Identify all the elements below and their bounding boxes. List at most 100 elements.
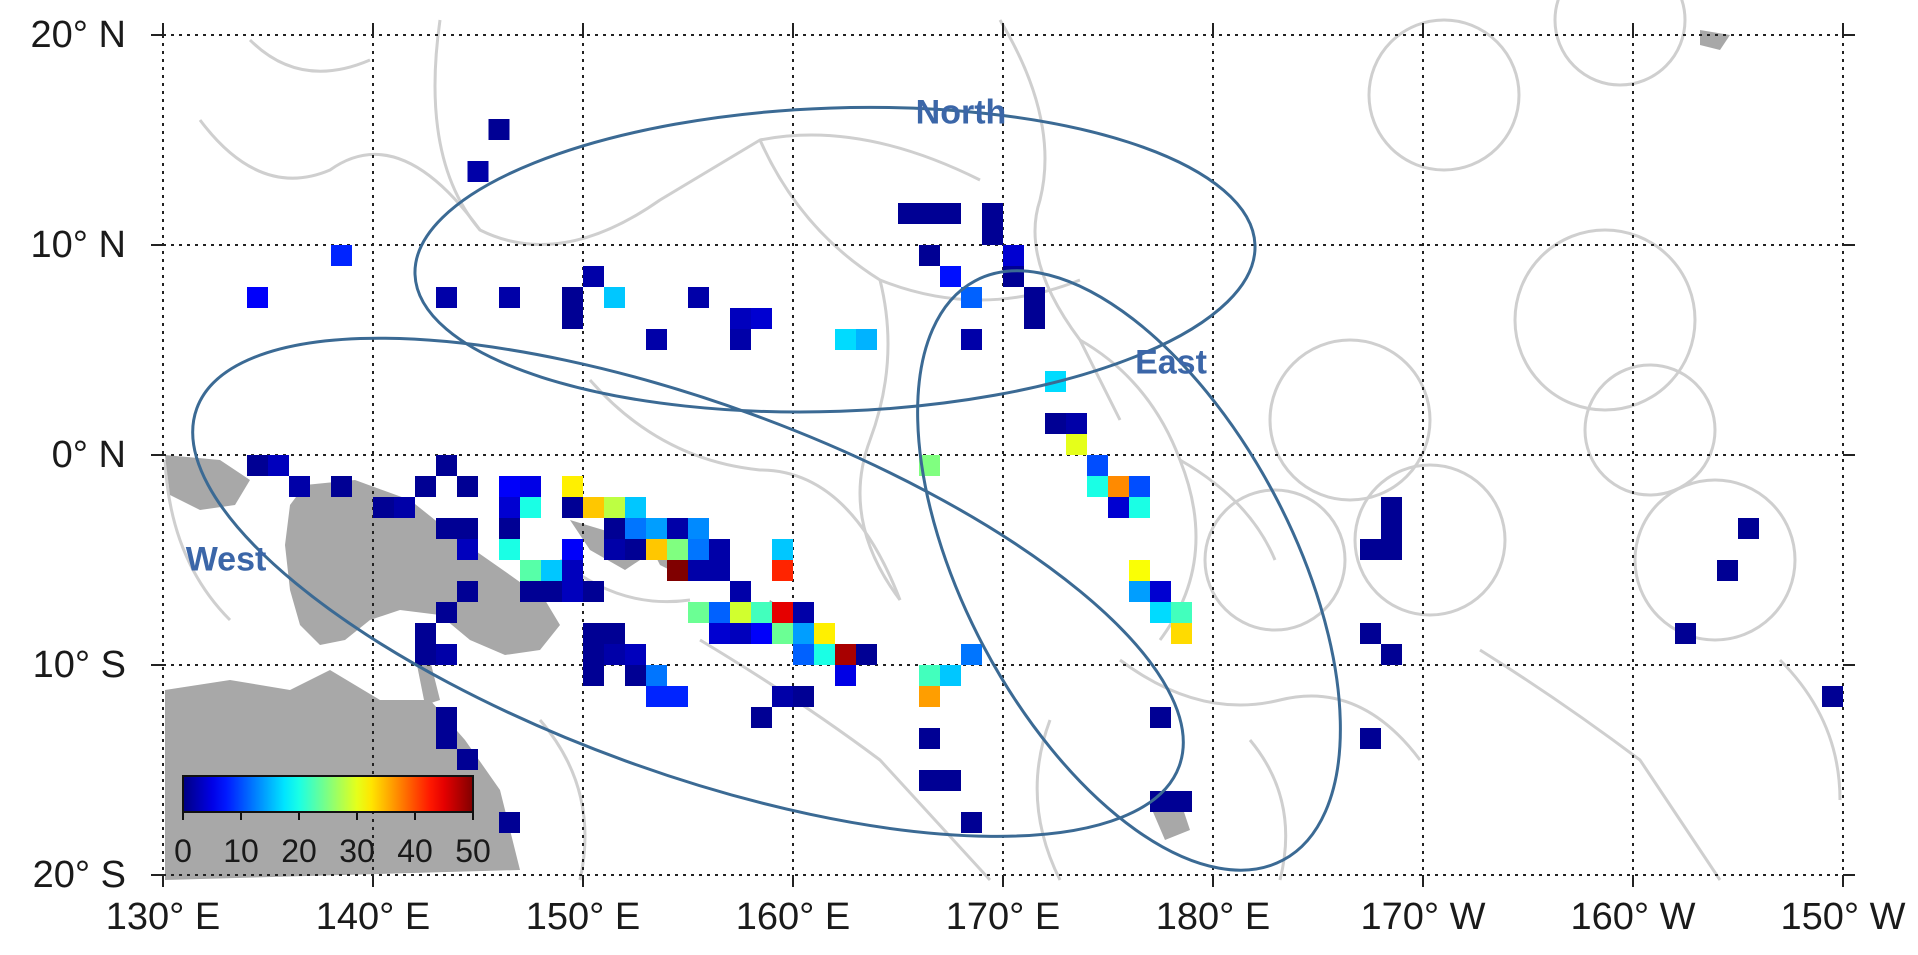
observation-cell <box>604 623 625 644</box>
colorbar-tick-20: 20 <box>281 833 317 869</box>
observation-cell <box>520 560 541 581</box>
observation-cell <box>1717 560 1738 581</box>
observation-cell <box>583 644 604 665</box>
observation-cell <box>1150 707 1171 728</box>
observation-cell <box>814 623 835 644</box>
observation-cell <box>898 203 919 224</box>
observation-cell <box>730 602 751 623</box>
observation-cell <box>772 539 793 560</box>
region-outlines <box>191 105 1342 872</box>
observation-cell <box>646 518 667 539</box>
observation-cell <box>751 623 772 644</box>
observation-cell <box>604 539 625 560</box>
observation-cell <box>457 749 478 770</box>
observation-cell <box>499 476 520 497</box>
lon-label-150w: 150° W <box>1780 896 1906 938</box>
observation-cell <box>940 266 961 287</box>
region-ellipse-west <box>191 336 1185 838</box>
observation-cell <box>331 245 352 266</box>
observation-cell <box>1087 455 1108 476</box>
observation-cell <box>625 518 646 539</box>
observation-cell <box>1381 539 1402 560</box>
observation-cell <box>1129 560 1150 581</box>
observation-cell <box>919 455 940 476</box>
observation-cell <box>436 518 457 539</box>
lon-label-180e: 180° E <box>1155 896 1271 938</box>
observation-cell <box>467 161 489 182</box>
observation-cell <box>1066 413 1087 434</box>
observation-cell <box>1171 623 1192 644</box>
observation-cell <box>919 245 940 266</box>
observation-cell <box>520 581 541 602</box>
observation-cell <box>625 644 646 665</box>
observation-cell <box>562 560 583 581</box>
observation-cell <box>667 560 688 581</box>
observation-cell <box>457 518 478 539</box>
observation-cell <box>457 476 478 497</box>
lon-label-160e: 160° E <box>735 896 851 938</box>
observation-cell <box>625 497 646 518</box>
colorbar-tick-30: 30 <box>339 833 375 869</box>
observation-cell <box>751 308 772 329</box>
observation-cell <box>688 602 709 623</box>
observation-cell <box>646 686 667 707</box>
observation-cell <box>436 287 457 308</box>
observation-cell <box>961 812 982 833</box>
region-label-west: West <box>185 540 267 579</box>
observation-cell <box>436 707 457 728</box>
observation-cell <box>667 539 688 560</box>
observation-cell <box>961 644 982 665</box>
observation-cell <box>394 497 415 518</box>
observation-cell <box>772 686 793 707</box>
observation-cell <box>919 203 940 224</box>
observation-cell <box>814 644 835 665</box>
colorbar <box>182 775 474 820</box>
observation-cell <box>772 560 793 581</box>
observation-cell <box>730 623 751 644</box>
observation-cell <box>982 224 1003 245</box>
observation-cell <box>835 644 856 665</box>
region-label-east: East <box>1135 343 1207 382</box>
observation-cell <box>919 665 940 686</box>
observation-cell <box>562 497 583 518</box>
observation-cell <box>289 476 310 497</box>
observation-cell <box>1087 476 1108 497</box>
observation-cell <box>415 623 436 644</box>
observation-cell <box>772 623 793 644</box>
observation-cell <box>793 602 814 623</box>
observation-cell <box>520 497 541 518</box>
observation-cell <box>1738 518 1759 539</box>
observation-cell <box>1108 497 1129 518</box>
observation-cell <box>751 602 772 623</box>
observation-cell <box>709 539 730 560</box>
observation-cell <box>688 560 709 581</box>
observation-cell <box>1003 266 1024 287</box>
observation-cell <box>625 665 646 686</box>
observation-cell <box>961 329 982 350</box>
observation-cell <box>1381 518 1402 539</box>
observation-cell <box>772 602 793 623</box>
observation-cell <box>604 518 625 539</box>
observation-cell <box>709 623 730 644</box>
observation-cell <box>562 308 583 329</box>
observation-cell <box>562 476 583 497</box>
observation-cell <box>688 287 709 308</box>
observation-cell <box>751 707 772 728</box>
observation-cell <box>436 644 457 665</box>
observation-cell <box>562 581 583 602</box>
observation-cell <box>940 770 961 791</box>
observation-cell <box>982 203 1003 224</box>
lon-label-170e: 170° E <box>945 896 1061 938</box>
observation-cell <box>730 308 751 329</box>
observation-cell <box>1360 623 1381 644</box>
observation-cell <box>961 287 982 308</box>
observation-cell <box>457 581 478 602</box>
observation-cell <box>919 770 940 791</box>
observation-cell <box>1024 308 1045 329</box>
observation-cell <box>247 455 268 476</box>
observation-cell <box>667 518 688 539</box>
lat-label-10n: 10° N <box>30 224 126 266</box>
observation-cell <box>520 476 541 497</box>
observation-cell <box>1045 413 1066 434</box>
